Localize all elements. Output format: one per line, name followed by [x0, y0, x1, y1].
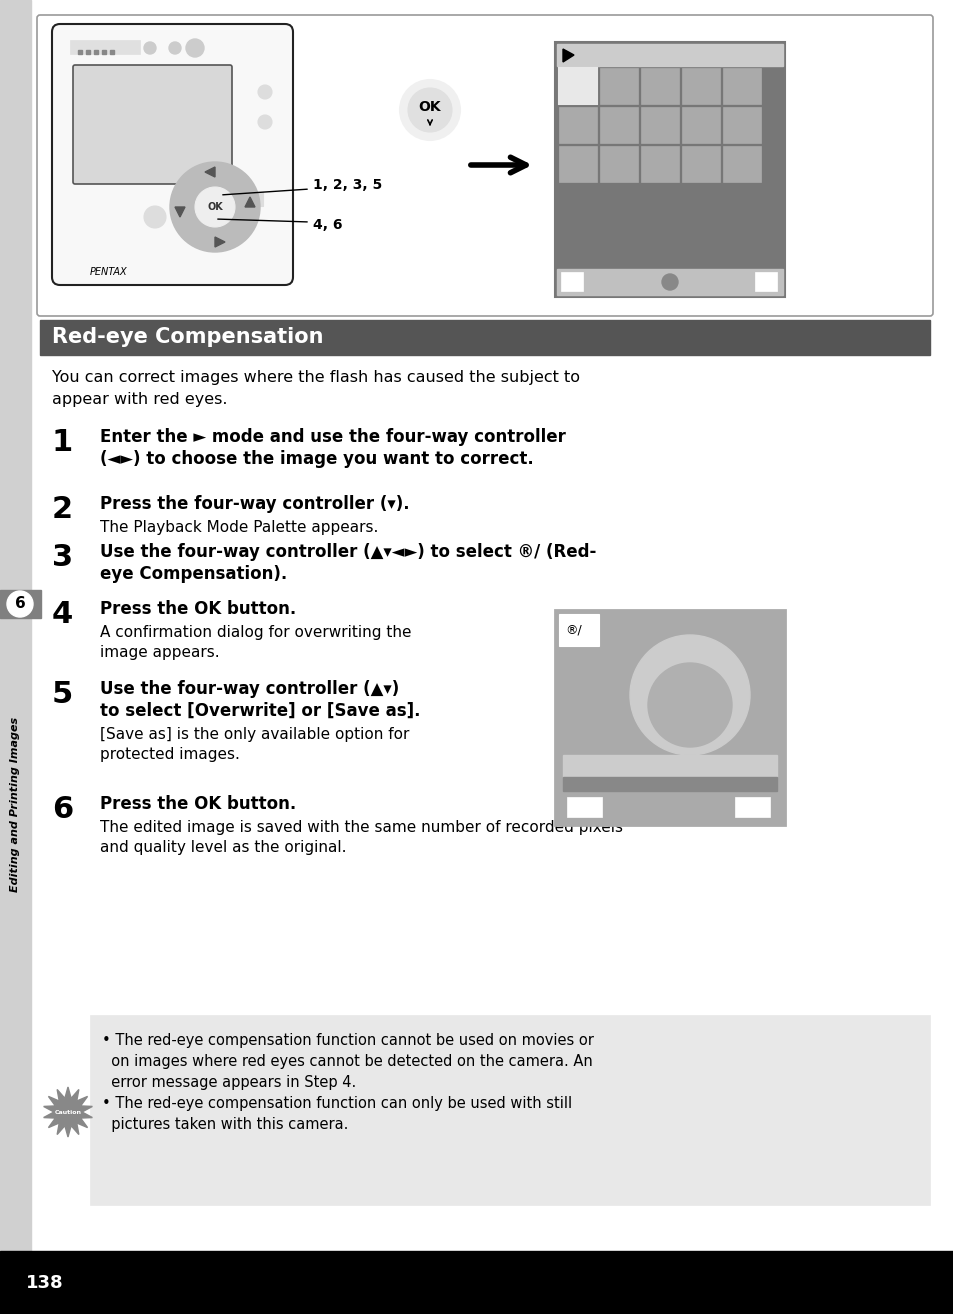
- Bar: [734, 798, 769, 817]
- Bar: [722, 146, 760, 183]
- Text: Caution: Caution: [54, 1109, 81, 1114]
- Text: Press the OK button.: Press the OK button.: [100, 795, 296, 813]
- Text: Use the four-way controller (▲▾◄►) to select ®/ (Red-: Use the four-way controller (▲▾◄►) to se…: [100, 543, 596, 561]
- Text: Press the four-way controller (▾).: Press the four-way controller (▾).: [100, 495, 409, 512]
- Text: 1: 1: [52, 428, 73, 457]
- Text: Press the OK button.: Press the OK button.: [100, 600, 296, 618]
- Text: on images where red eyes cannot be detected on the camera. An: on images where red eyes cannot be detec…: [102, 1054, 592, 1070]
- Bar: [557, 43, 782, 66]
- Text: Editing and Printing Images: Editing and Printing Images: [10, 716, 20, 892]
- Bar: [681, 146, 720, 183]
- Bar: [566, 798, 601, 817]
- Circle shape: [408, 88, 452, 131]
- Circle shape: [194, 187, 234, 227]
- Bar: [558, 106, 597, 143]
- Text: OK: OK: [207, 202, 223, 212]
- Circle shape: [7, 591, 33, 618]
- Circle shape: [399, 80, 459, 141]
- Bar: [562, 777, 776, 791]
- Bar: [558, 146, 597, 183]
- Text: 2: 2: [52, 495, 73, 524]
- Bar: [560, 272, 582, 290]
- Text: ®/: ®/: [564, 624, 581, 636]
- Bar: [640, 106, 679, 143]
- Text: 5: 5: [52, 681, 73, 710]
- Bar: [562, 756, 776, 777]
- Text: protected images.: protected images.: [100, 746, 239, 762]
- Bar: [558, 614, 598, 646]
- Circle shape: [257, 116, 272, 129]
- Bar: [722, 106, 760, 143]
- Text: [Save as] is the only available option for: [Save as] is the only available option f…: [100, 727, 409, 742]
- Text: 4, 6: 4, 6: [313, 218, 342, 233]
- Text: error message appears in Step 4.: error message appears in Step 4.: [102, 1075, 355, 1091]
- Bar: [754, 272, 776, 290]
- Text: (◄►) to choose the image you want to correct.: (◄►) to choose the image you want to cor…: [100, 449, 533, 468]
- Circle shape: [170, 162, 260, 252]
- Text: to select [Overwrite] or [Save as].: to select [Overwrite] or [Save as].: [100, 702, 420, 720]
- Circle shape: [257, 85, 272, 99]
- Text: ↵: ↵: [571, 275, 582, 289]
- Bar: [681, 106, 720, 143]
- Text: Use the four-way controller (▲▾): Use the four-way controller (▲▾): [100, 681, 399, 698]
- Text: 6: 6: [14, 597, 26, 611]
- FancyBboxPatch shape: [52, 24, 293, 285]
- Text: 4: 4: [52, 600, 73, 629]
- Circle shape: [661, 275, 678, 290]
- Bar: [557, 269, 782, 296]
- Text: image appears.: image appears.: [100, 645, 219, 660]
- Bar: [0, 1251, 953, 1314]
- Bar: [640, 68, 679, 104]
- Bar: [555, 610, 784, 825]
- Bar: [0, 0, 30, 1314]
- Bar: [40, 321, 929, 355]
- Text: 6: 6: [52, 795, 73, 824]
- Bar: [90, 1014, 929, 1205]
- Bar: [555, 42, 784, 297]
- Bar: [640, 146, 679, 183]
- Text: • The red-eye compensation function cannot be used on movies or: • The red-eye compensation function cann…: [102, 1033, 594, 1049]
- Bar: [558, 68, 597, 104]
- Text: PENTAX: PENTAX: [90, 267, 128, 277]
- Bar: [722, 68, 760, 104]
- Circle shape: [629, 635, 749, 756]
- Polygon shape: [562, 49, 574, 62]
- Polygon shape: [44, 1087, 92, 1137]
- Polygon shape: [214, 237, 225, 247]
- Polygon shape: [245, 197, 254, 208]
- Text: The edited image is saved with the same number of recorded pixels: The edited image is saved with the same …: [100, 820, 622, 834]
- Bar: [0, 590, 41, 618]
- Circle shape: [647, 664, 731, 746]
- Text: Enter the ► mode and use the four-way controller: Enter the ► mode and use the four-way co…: [100, 428, 565, 445]
- Bar: [599, 106, 638, 143]
- Text: OK: OK: [418, 100, 441, 114]
- FancyBboxPatch shape: [73, 64, 232, 184]
- Text: The Playback Mode Palette appears.: The Playback Mode Palette appears.: [100, 520, 378, 535]
- Bar: [70, 39, 140, 54]
- Text: 1, 2, 3, 5: 1, 2, 3, 5: [313, 177, 382, 192]
- Circle shape: [144, 206, 166, 229]
- Polygon shape: [205, 167, 214, 177]
- Text: pictures taken with this camera.: pictures taken with this camera.: [102, 1117, 348, 1131]
- Text: eye Compensation).: eye Compensation).: [100, 565, 287, 583]
- FancyBboxPatch shape: [37, 14, 932, 315]
- Text: • The red-eye compensation function can only be used with still: • The red-eye compensation function can …: [102, 1096, 572, 1112]
- Text: A confirmation dialog for overwriting the: A confirmation dialog for overwriting th…: [100, 625, 411, 640]
- Text: You can correct images where the flash has caused the subject to
appear with red: You can correct images where the flash h…: [52, 371, 579, 407]
- Text: 3: 3: [52, 543, 73, 572]
- Bar: [245, 192, 263, 206]
- Bar: [599, 146, 638, 183]
- Bar: [599, 68, 638, 104]
- Circle shape: [144, 42, 156, 54]
- Text: Red-eye Compensation: Red-eye Compensation: [52, 327, 323, 347]
- Circle shape: [169, 42, 181, 54]
- Circle shape: [186, 39, 204, 57]
- Text: 138: 138: [26, 1275, 64, 1292]
- Bar: [681, 68, 720, 104]
- Polygon shape: [174, 208, 185, 217]
- Text: and quality level as the original.: and quality level as the original.: [100, 840, 346, 855]
